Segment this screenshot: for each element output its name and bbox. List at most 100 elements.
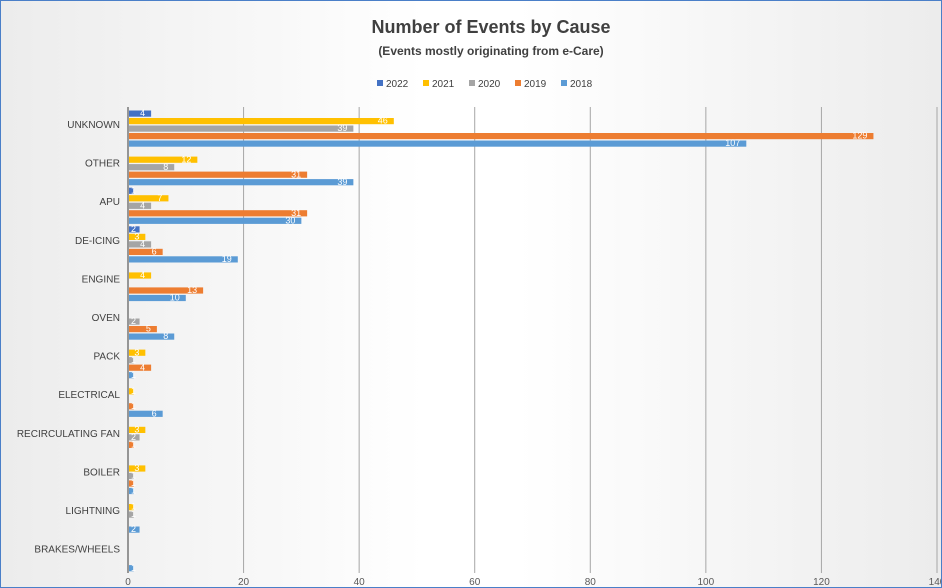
bar-2021 bbox=[129, 465, 146, 472]
data-label: 1 bbox=[131, 471, 136, 481]
x-tick-label: 80 bbox=[585, 577, 597, 587]
bar-2021 bbox=[129, 504, 134, 511]
bar-2019 bbox=[129, 248, 163, 255]
bar-2018 bbox=[129, 372, 134, 379]
data-labels: 4463912910712831391743130234619413102583… bbox=[131, 108, 867, 573]
category-label: LIGHTNING bbox=[66, 506, 121, 517]
bar-2022 bbox=[129, 187, 134, 194]
data-label: 2 bbox=[131, 224, 136, 234]
bar-2019 bbox=[129, 403, 134, 410]
data-label: 1 bbox=[131, 401, 136, 411]
data-label: 6 bbox=[152, 247, 157, 257]
bar-2020 bbox=[129, 241, 152, 248]
x-tick-label: 120 bbox=[813, 577, 830, 587]
legend-swatch-2021 bbox=[423, 80, 429, 86]
bar-2022 bbox=[129, 110, 152, 117]
category-label: OVEN bbox=[92, 313, 120, 324]
bar-2018 bbox=[129, 526, 140, 533]
data-label: 107 bbox=[725, 138, 740, 148]
bar-2020 bbox=[129, 472, 134, 480]
bar-2019 bbox=[129, 441, 134, 448]
legend-label-2019: 2019 bbox=[524, 79, 547, 90]
data-label: 5 bbox=[146, 324, 151, 334]
x-tick-label: 40 bbox=[354, 577, 366, 587]
bar-2021 bbox=[129, 233, 146, 240]
data-label: 1 bbox=[131, 478, 136, 488]
x-tick-label: 60 bbox=[469, 577, 481, 587]
data-label: 1 bbox=[131, 370, 136, 380]
data-label: 1 bbox=[131, 440, 136, 450]
legend-swatch-2019 bbox=[515, 80, 521, 86]
legend-label-2022: 2022 bbox=[386, 79, 409, 90]
legend-swatch-2018 bbox=[561, 80, 567, 86]
data-label: 2 bbox=[131, 432, 136, 442]
data-label: 12 bbox=[181, 154, 191, 164]
bar-2020 bbox=[129, 318, 140, 325]
gridlines bbox=[243, 107, 938, 573]
x-tick-label: 140 bbox=[929, 577, 941, 587]
bar-2018 bbox=[129, 410, 163, 417]
bar-2019 bbox=[129, 133, 874, 140]
legend-label-2021: 2021 bbox=[432, 79, 455, 90]
legend-swatch-2020 bbox=[469, 80, 475, 86]
bar-2021 bbox=[129, 195, 169, 202]
bar-2018 bbox=[129, 333, 175, 340]
data-label: 4 bbox=[140, 108, 145, 118]
data-label: 1 bbox=[131, 509, 136, 519]
x-tick-label: 20 bbox=[238, 577, 250, 587]
data-label: 1 bbox=[131, 355, 136, 365]
bar-2020 bbox=[129, 511, 134, 518]
bar-2018 bbox=[129, 294, 186, 302]
category-label: UNKNOWN bbox=[67, 120, 120, 131]
data-label: 3 bbox=[134, 347, 139, 357]
bar-2019 bbox=[129, 364, 152, 371]
data-label: 30 bbox=[285, 215, 295, 225]
bar-2019 bbox=[129, 210, 308, 217]
data-label: 3 bbox=[134, 425, 139, 435]
data-label: 31 bbox=[291, 169, 301, 179]
data-label: 1 bbox=[131, 502, 136, 512]
category-label: DE-ICING bbox=[75, 236, 120, 247]
chart-title: Number of Events by Cause bbox=[371, 17, 610, 37]
category-label: BOILER bbox=[83, 467, 120, 478]
data-label: 4 bbox=[140, 270, 145, 280]
bar-2022 bbox=[129, 226, 140, 233]
data-label: 2 bbox=[131, 316, 136, 326]
data-label: 1 bbox=[131, 185, 136, 195]
bar-2018 bbox=[129, 487, 134, 495]
bars bbox=[129, 110, 874, 572]
bar-2021 bbox=[129, 272, 152, 279]
data-label: 46 bbox=[378, 116, 388, 126]
data-label: 1 bbox=[131, 486, 136, 496]
bar-2020 bbox=[129, 357, 134, 364]
bar-2018 bbox=[129, 179, 354, 186]
data-label: 7 bbox=[157, 193, 162, 203]
bar-2018 bbox=[129, 140, 747, 147]
bar-2020 bbox=[129, 125, 354, 132]
data-label: 1 bbox=[131, 563, 136, 573]
data-label: 8 bbox=[163, 331, 168, 341]
bar-2020 bbox=[129, 202, 152, 209]
data-label: 3 bbox=[134, 463, 139, 473]
category-label: ELECTRICAL bbox=[58, 390, 120, 401]
bar-2021 bbox=[129, 388, 134, 395]
data-label: 4 bbox=[140, 200, 145, 210]
bar-2019 bbox=[129, 171, 308, 178]
data-label: 8 bbox=[163, 162, 168, 172]
category-label: ENGINE bbox=[82, 274, 121, 285]
data-label: 129 bbox=[852, 131, 867, 141]
x-tick-label: 100 bbox=[698, 577, 715, 587]
legend: 2022 2021 2020 2019 2018 bbox=[377, 79, 593, 90]
data-label: 3 bbox=[134, 232, 139, 242]
bar-2021 bbox=[129, 349, 146, 356]
bar-2020 bbox=[129, 164, 175, 171]
data-label: 31 bbox=[291, 208, 301, 218]
x-tick-label: 0 bbox=[125, 577, 131, 587]
bar-2019 bbox=[129, 480, 134, 487]
legend-label-2020: 2020 bbox=[478, 79, 501, 90]
data-label: 19 bbox=[222, 254, 232, 264]
data-label: 4 bbox=[140, 362, 145, 372]
category-label: OTHER bbox=[85, 159, 120, 170]
legend-swatch-2022 bbox=[377, 80, 383, 86]
